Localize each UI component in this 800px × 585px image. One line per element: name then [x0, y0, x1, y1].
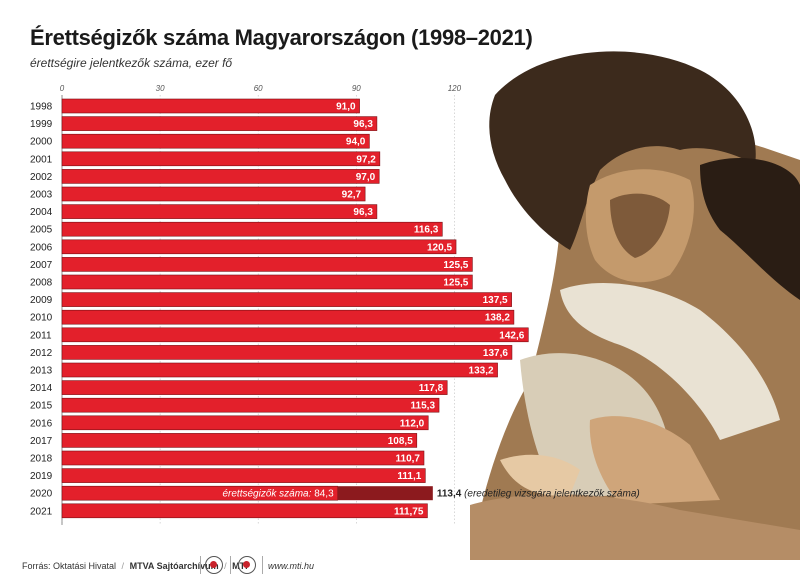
- bar: [61, 98, 360, 114]
- data-label: 133,2: [469, 366, 494, 377]
- footer-divider: [200, 556, 201, 574]
- mtva-logo-icon: [205, 556, 223, 574]
- bar: [61, 204, 378, 219]
- bar: [61, 450, 425, 466]
- category-label: 2017: [30, 436, 53, 447]
- bar: [61, 116, 378, 131]
- footer-separator: /: [121, 561, 125, 571]
- bar-2020-registered-remainder: [337, 486, 433, 501]
- data-label: 142,6: [499, 330, 524, 341]
- source-text: Forrás: Oktatási Hivatal: [22, 561, 117, 571]
- bar: [61, 362, 498, 378]
- category-label: 2013: [30, 366, 53, 377]
- chart-subtitle: érettségire jelentkezők száma, ezer fő: [30, 56, 233, 70]
- data-label: 96,3: [353, 207, 373, 218]
- student-illustration: [470, 51, 800, 560]
- category-label: 2002: [30, 172, 53, 183]
- data-label: 115,3: [411, 401, 436, 412]
- category-label: 2005: [30, 225, 53, 236]
- data-label-2020-actual: érettségizők száma: 84,3: [222, 489, 334, 500]
- category-label: 2009: [30, 295, 53, 306]
- bar: [61, 345, 513, 360]
- data-label: 112,0: [400, 418, 425, 429]
- data-label: 137,6: [483, 348, 508, 359]
- bar: [61, 186, 366, 202]
- data-label: 117,8: [419, 383, 444, 394]
- category-label: 1998: [30, 102, 53, 113]
- category-label: 1999: [30, 119, 53, 130]
- category-label: 2015: [30, 401, 53, 412]
- bar: [61, 257, 473, 272]
- archive-name: MTVA Sajtóarchívum: [129, 561, 219, 571]
- category-label: 2006: [30, 242, 53, 253]
- category-label: 2000: [30, 137, 53, 148]
- page-title: Érettségizők száma Magyarországon (1998–…: [30, 25, 533, 50]
- data-label: 125,5: [443, 260, 468, 271]
- category-label: 2004: [30, 207, 53, 218]
- data-label: 91,0: [336, 102, 356, 113]
- bar: [61, 151, 381, 167]
- data-label: 120,5: [427, 242, 452, 253]
- category-label: 2011: [30, 330, 52, 341]
- bar: [61, 133, 370, 149]
- data-label: 116,3: [414, 225, 439, 236]
- category-label: 2003: [30, 190, 53, 201]
- bar: [61, 397, 440, 413]
- data-label: 138,2: [485, 313, 510, 324]
- data-label: 92,7: [342, 190, 362, 201]
- bar: [61, 274, 473, 290]
- mti-logo-icon: [238, 556, 256, 574]
- website-url: www.mti.hu: [268, 561, 315, 571]
- bar: [61, 503, 428, 519]
- data-label: 108,5: [388, 436, 413, 447]
- data-label: 111,1: [397, 471, 421, 482]
- bar: [61, 221, 443, 237]
- category-label: 2012: [30, 348, 53, 359]
- bar: [61, 169, 380, 184]
- category-label: 2014: [30, 383, 53, 394]
- data-label: 97,0: [356, 172, 376, 183]
- x-tick-label: 60: [254, 84, 263, 93]
- x-tick-label: 0: [60, 84, 65, 93]
- data-label: 96,3: [353, 119, 373, 130]
- category-label: 2001: [30, 154, 53, 165]
- bar: [61, 292, 512, 307]
- footer-divider: [262, 556, 263, 574]
- category-label: 2019: [30, 471, 53, 482]
- category-label: 2016: [30, 418, 53, 429]
- data-label: 94,0: [346, 137, 366, 148]
- bar-chart: 0 30 60 90 120 1998 91,0 1999 96,3 2000 94,0 2001 97…: [30, 84, 640, 525]
- category-label: 2007: [30, 260, 53, 271]
- data-label: 97,2: [356, 154, 376, 165]
- x-tick-label: 120: [448, 84, 462, 93]
- data-label: 110,7: [396, 454, 421, 465]
- footer-separator: /: [224, 561, 227, 571]
- category-label: 2018: [30, 454, 53, 465]
- category-label: 2020: [30, 489, 53, 500]
- x-tick-label: 90: [352, 84, 361, 93]
- bar: [61, 380, 448, 395]
- data-label: 111,75: [394, 506, 424, 517]
- category-label: 2021: [30, 506, 53, 517]
- bar: [61, 433, 418, 448]
- bar: [61, 468, 426, 483]
- bar: [61, 327, 529, 343]
- x-tick-label: 30: [156, 84, 165, 93]
- bar: [61, 309, 515, 325]
- bar: [61, 415, 429, 431]
- bar: [61, 239, 457, 255]
- category-label: 2010: [30, 313, 53, 324]
- data-label: 137,5: [483, 295, 508, 306]
- footer-divider: [230, 556, 231, 574]
- category-label: 2008: [30, 278, 53, 289]
- data-label-2020-registered: 113,4 (eredetileg vizsgára jelentkezők s…: [437, 489, 640, 500]
- data-label: 125,5: [443, 278, 468, 289]
